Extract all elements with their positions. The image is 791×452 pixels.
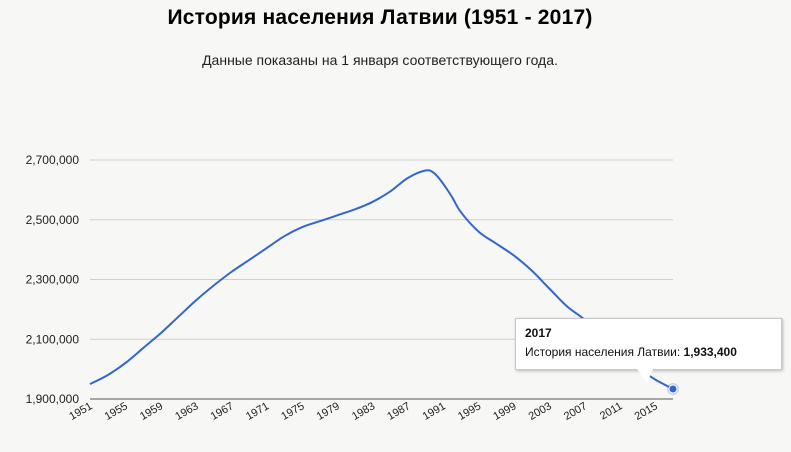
- y-axis-ticks: 1,900,000 2,100,000 2,300,000 2,500,000 2,70…: [26, 153, 80, 406]
- x-tick-label: 1967: [209, 400, 236, 423]
- y-tick-label: 2,700,000: [26, 153, 80, 167]
- x-tick-label: 1963: [173, 400, 200, 423]
- tooltip-year: 2017: [525, 326, 552, 340]
- y-tick-label: 2,300,000: [26, 273, 80, 287]
- y-tick-label: 2,500,000: [26, 213, 80, 227]
- highlighted-point[interactable]: [668, 384, 678, 394]
- tooltip-pointer: [637, 369, 653, 383]
- x-tick-label: 1991: [421, 400, 448, 423]
- x-tick-label: 1955: [103, 400, 130, 423]
- x-tick-label: 1999: [491, 400, 518, 423]
- x-tick-label: 1979: [315, 400, 342, 423]
- x-tick-label: 1971: [244, 400, 271, 423]
- x-tick-label: 1975: [279, 400, 306, 423]
- x-tick-label: 1983: [350, 400, 377, 423]
- y-tick-label: 1,900,000: [26, 392, 80, 406]
- x-tick-label: 2007: [562, 400, 589, 423]
- tooltip-line: История населения Латвии: 1,933,400: [525, 345, 772, 359]
- y-tick-label: 2,100,000: [26, 332, 80, 346]
- tooltip-value: 1,933,400: [683, 345, 737, 359]
- series-group: [89, 169, 679, 396]
- x-tick-label: 1987: [385, 400, 412, 423]
- x-tick-label: 2015: [633, 400, 660, 423]
- x-axis-ticks: 1951 1955 1959 1963 1967 1971 1975 1979 1983 1987…: [67, 400, 660, 423]
- x-tick-label: 1995: [456, 400, 483, 423]
- x-tick-label: 2011: [598, 400, 624, 422]
- chart-subtitle: Данные показаны на 1 января соответствую…: [202, 52, 558, 68]
- chart-title: История населения Латвии (1951 - 2017): [167, 6, 593, 29]
- x-tick-label: 2003: [527, 400, 554, 423]
- tooltip: 2017 История населения Латвии: 1,933,400: [515, 318, 782, 370]
- tooltip-series-label: История населения Латвии:: [525, 345, 684, 359]
- series-line: [89, 169, 674, 390]
- x-tick-label: 1959: [138, 400, 165, 423]
